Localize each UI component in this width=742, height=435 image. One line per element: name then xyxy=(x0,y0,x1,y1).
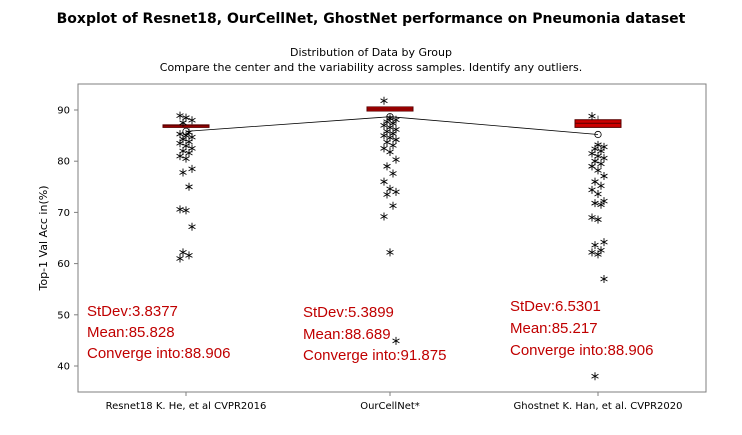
outlier-point xyxy=(383,190,391,199)
outlier-point xyxy=(597,181,605,190)
outlier-point xyxy=(179,146,187,155)
annotation-converge: Converge into:88.906 xyxy=(510,342,653,359)
outlier-point xyxy=(188,222,196,231)
x-tick-label: Resnet18 K. He, et al CVPR2016 xyxy=(106,401,267,412)
outlier-point xyxy=(380,131,388,140)
outlier-point xyxy=(383,117,391,126)
outlier-point xyxy=(176,130,184,139)
outlier-point xyxy=(591,241,599,250)
outlier-point xyxy=(591,199,599,208)
chart-title: Boxplot of Resnet18, OurCellNet, GhostNe… xyxy=(56,11,686,27)
outlier-point xyxy=(386,248,394,257)
mean-symbol xyxy=(594,130,602,139)
annotation-mean: Mean:85.217 xyxy=(510,320,598,337)
outlier-point xyxy=(392,336,400,345)
outlier-point xyxy=(185,182,193,191)
outlier-point xyxy=(383,162,391,171)
y-tick-label: 40 xyxy=(57,362,70,373)
outlier-point xyxy=(389,141,397,150)
outlier-point xyxy=(600,197,608,206)
outlier-point xyxy=(392,187,400,196)
outlier-point xyxy=(588,248,596,257)
outlier-point xyxy=(588,149,596,158)
outlier-point xyxy=(600,154,608,163)
outlier-point xyxy=(389,201,397,210)
annotation-stdev: StDev:3.8377 xyxy=(87,303,178,320)
outlier-point xyxy=(588,162,596,171)
y-tick-label: 80 xyxy=(57,157,70,168)
outlier-point xyxy=(380,144,388,153)
annotation-stdev: StDev:6.5301 xyxy=(510,298,601,315)
y-tick-label: 90 xyxy=(57,106,70,117)
x-axis: Resnet18 K. He, et al CVPR2016 OurCellNet… xyxy=(106,392,683,412)
chart-subtitle-2: Compare the center and the variability a… xyxy=(159,61,583,74)
outlier-point xyxy=(182,206,190,215)
outlier-point xyxy=(600,238,608,247)
annotation-mean: Mean:88.689 xyxy=(303,326,391,343)
outlier-point xyxy=(176,111,184,120)
outlier-point xyxy=(176,205,184,214)
outlier-point xyxy=(392,115,400,124)
outlier-point xyxy=(597,200,605,209)
outlier-point xyxy=(179,118,187,127)
outlier-point xyxy=(182,154,190,163)
outlier-point xyxy=(594,250,602,259)
outlier-point xyxy=(380,96,388,105)
outlier-point xyxy=(588,112,596,121)
outlier-point xyxy=(185,251,193,260)
annotation-stdev: StDev:5.3899 xyxy=(303,304,394,321)
outlier-point xyxy=(188,164,196,173)
outlier-point xyxy=(176,139,184,148)
y-tick-label: 60 xyxy=(57,259,70,270)
outlier-point xyxy=(600,274,608,283)
outlier-point xyxy=(182,113,190,122)
outlier-point xyxy=(176,152,184,161)
chart-marks xyxy=(162,96,622,381)
outlier-point xyxy=(380,121,388,130)
outlier-point xyxy=(597,159,605,168)
outlier-point xyxy=(182,131,190,140)
y-tick-label: 70 xyxy=(57,208,70,219)
outlier-point xyxy=(380,177,388,186)
outlier-point xyxy=(389,169,397,178)
outlier-point xyxy=(188,116,196,125)
outlier-point xyxy=(591,372,599,381)
outlier-point xyxy=(380,212,388,221)
x-tick-label: OurCellNet* xyxy=(360,401,420,412)
outlier-point xyxy=(386,114,394,123)
outlier-point xyxy=(594,215,602,224)
y-axis-label: Top-1 Val Acc in(%) xyxy=(37,186,50,292)
annotation-mean: Mean:85.828 xyxy=(87,324,175,341)
outlier-point xyxy=(591,157,599,166)
outlier-point xyxy=(591,177,599,186)
annotation-converge: Converge into:88.906 xyxy=(87,345,230,362)
chart-subtitle-1: Distribution of Data by Group xyxy=(289,46,452,59)
outlier-point xyxy=(594,189,602,198)
outlier-point xyxy=(176,254,184,263)
x-tick-label: Ghostnet K. Han, et al. CVPR2020 xyxy=(514,401,683,412)
outlier-point xyxy=(182,141,190,150)
outlier-point xyxy=(600,172,608,181)
outlier-point xyxy=(594,152,602,161)
outlier-point xyxy=(179,168,187,177)
outlier-point xyxy=(386,184,394,193)
outlier-point xyxy=(179,248,187,257)
outlier-point xyxy=(386,147,394,156)
outlier-point xyxy=(392,155,400,164)
outlier-point xyxy=(597,146,605,155)
y-axis: 40 50 60 70 80 90 xyxy=(57,106,78,373)
annotation-converge: Converge into:91.875 xyxy=(303,347,446,364)
outlier-point xyxy=(392,135,400,144)
outlier-point xyxy=(383,138,391,147)
annotations: StDev:3.8377 Mean:85.828 Converge into:88.… xyxy=(87,298,653,364)
outlier-point xyxy=(594,166,602,175)
outlier-point xyxy=(588,213,596,222)
outlier-point xyxy=(588,185,596,194)
y-tick-label: 50 xyxy=(57,310,70,321)
plot-frame xyxy=(77,83,707,393)
outlier-point xyxy=(185,149,193,158)
